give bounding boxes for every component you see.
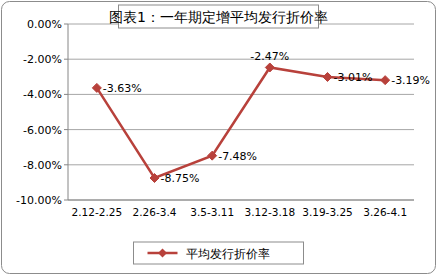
- marker: [150, 174, 159, 183]
- x-tick-label: 2.26-3.4: [133, 206, 177, 218]
- frame: [2, 2, 436, 274]
- marker: [381, 76, 390, 85]
- tick-mark: [64, 59, 68, 60]
- x-tick-label: 3.19-3.25: [302, 206, 353, 218]
- tick-mark: [64, 200, 68, 201]
- tick-mark: [64, 24, 68, 25]
- series-line: [97, 67, 385, 178]
- grid-line: [68, 164, 414, 165]
- chart: 0.00% -2.00% -4.00% -6.00% -8.00% -10.00% 2.12…: [0, 0, 437, 275]
- data-label: -3.63%: [103, 82, 142, 95]
- data-label: -3.01%: [334, 71, 373, 84]
- grid-line: [68, 59, 414, 60]
- x-tick-label: 2.12-2.25: [72, 206, 123, 218]
- data-label: -3.19%: [391, 74, 430, 87]
- legend-label: 平均发行折价率: [186, 247, 270, 261]
- marker: [323, 72, 332, 81]
- legend-box: [134, 242, 304, 264]
- x-tick-label: 3.12-3.18: [245, 206, 296, 218]
- data-label: -8.75%: [161, 172, 200, 185]
- title: 图表1：一年期定增平均发行折价率: [109, 9, 328, 25]
- y-tick-label: -10.00%: [16, 194, 62, 207]
- y-tick-label: -2.00%: [23, 53, 62, 66]
- legend-marker: [158, 249, 167, 258]
- y-tick-label: -6.00%: [23, 124, 62, 137]
- marker: [265, 63, 274, 72]
- grid-line: [68, 129, 414, 130]
- y-tick-label: -4.00%: [23, 88, 62, 101]
- x-axis: [68, 200, 414, 201]
- data-label: -7.48%: [218, 150, 257, 163]
- y-axis: [68, 24, 69, 200]
- data-label: -2.47%: [250, 50, 289, 63]
- tick-mark: [64, 164, 68, 165]
- plot-area: [92, 63, 389, 183]
- x-tick-label: 3.5-3.11: [190, 206, 234, 218]
- tick-mark: [64, 94, 68, 95]
- x-tick-label: 3.26-4.1: [363, 206, 407, 218]
- y-tick-label: -8.00%: [23, 159, 62, 172]
- marker: [92, 83, 101, 92]
- marker: [208, 151, 217, 160]
- y-tick-label: 0.00%: [27, 18, 62, 31]
- tick-mark: [64, 129, 68, 130]
- grid-line: [68, 200, 414, 201]
